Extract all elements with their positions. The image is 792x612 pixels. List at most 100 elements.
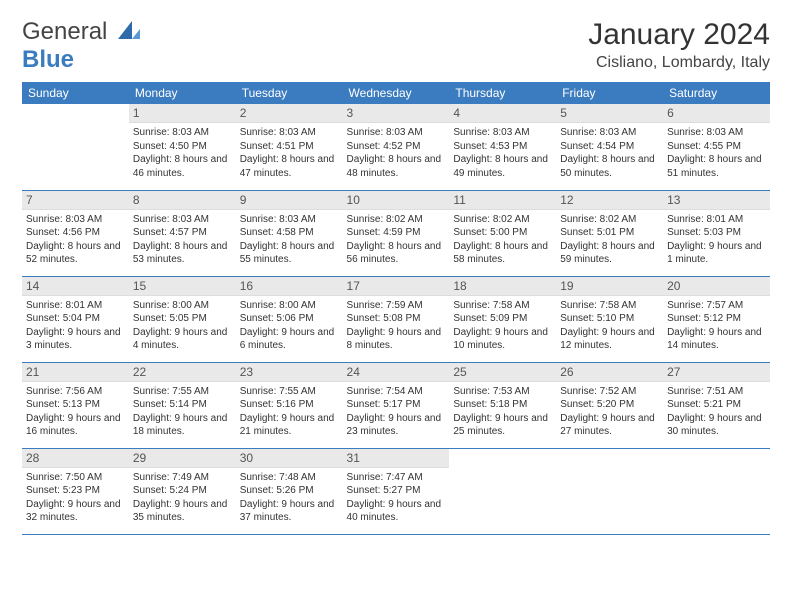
- brand-logo: General Blue: [22, 18, 140, 74]
- calendar-cell: [449, 448, 556, 534]
- calendar-cell: 13Sunrise: 8:01 AMSunset: 5:03 PMDayligh…: [663, 190, 770, 276]
- calendar-week-row: 28Sunrise: 7:50 AMSunset: 5:23 PMDayligh…: [22, 448, 770, 534]
- day-details: Sunrise: 8:00 AMSunset: 5:05 PMDaylight:…: [129, 296, 236, 357]
- header: General Blue January 2024 Cisliano, Lomb…: [22, 18, 770, 74]
- calendar-cell: 15Sunrise: 8:00 AMSunset: 5:05 PMDayligh…: [129, 276, 236, 362]
- calendar-cell: 27Sunrise: 7:51 AMSunset: 5:21 PMDayligh…: [663, 362, 770, 448]
- day-details: Sunrise: 8:03 AMSunset: 4:57 PMDaylight:…: [129, 210, 236, 271]
- calendar-cell: 9Sunrise: 8:03 AMSunset: 4:58 PMDaylight…: [236, 190, 343, 276]
- day-details: Sunrise: 8:02 AMSunset: 5:01 PMDaylight:…: [556, 210, 663, 271]
- day-details: Sunrise: 7:51 AMSunset: 5:21 PMDaylight:…: [663, 382, 770, 443]
- calendar-cell: [22, 104, 129, 190]
- weekday-header: Monday: [129, 82, 236, 104]
- sail-icon: [118, 21, 140, 39]
- day-details: Sunrise: 7:47 AMSunset: 5:27 PMDaylight:…: [343, 468, 450, 529]
- weekday-header: Sunday: [22, 82, 129, 104]
- day-details: Sunrise: 8:03 AMSunset: 4:58 PMDaylight:…: [236, 210, 343, 271]
- calendar-cell: 25Sunrise: 7:53 AMSunset: 5:18 PMDayligh…: [449, 362, 556, 448]
- day-details: Sunrise: 8:03 AMSunset: 4:50 PMDaylight:…: [129, 123, 236, 184]
- day-number: 18: [449, 277, 556, 296]
- day-number: 8: [129, 191, 236, 210]
- weekday-header: Thursday: [449, 82, 556, 104]
- day-number: 20: [663, 277, 770, 296]
- day-details: Sunrise: 8:02 AMSunset: 5:00 PMDaylight:…: [449, 210, 556, 271]
- day-number: 1: [129, 104, 236, 123]
- calendar-cell: 5Sunrise: 8:03 AMSunset: 4:54 PMDaylight…: [556, 104, 663, 190]
- calendar-cell: 29Sunrise: 7:49 AMSunset: 5:24 PMDayligh…: [129, 448, 236, 534]
- brand-part1: General: [22, 18, 107, 45]
- day-details: Sunrise: 8:03 AMSunset: 4:53 PMDaylight:…: [449, 123, 556, 184]
- calendar-week-row: 14Sunrise: 8:01 AMSunset: 5:04 PMDayligh…: [22, 276, 770, 362]
- day-details: Sunrise: 8:01 AMSunset: 5:03 PMDaylight:…: [663, 210, 770, 271]
- day-number: 12: [556, 191, 663, 210]
- calendar-cell: [556, 448, 663, 534]
- day-details: Sunrise: 7:52 AMSunset: 5:20 PMDaylight:…: [556, 382, 663, 443]
- weekday-header: Wednesday: [343, 82, 450, 104]
- location-text: Cisliano, Lombardy, Italy: [588, 54, 770, 72]
- weekday-row: SundayMondayTuesdayWednesdayThursdayFrid…: [22, 82, 770, 104]
- day-number: 23: [236, 363, 343, 382]
- day-number: 21: [22, 363, 129, 382]
- day-details: Sunrise: 7:57 AMSunset: 5:12 PMDaylight:…: [663, 296, 770, 357]
- calendar-cell: 11Sunrise: 8:02 AMSunset: 5:00 PMDayligh…: [449, 190, 556, 276]
- day-details: Sunrise: 8:02 AMSunset: 4:59 PMDaylight:…: [343, 210, 450, 271]
- day-number: 27: [663, 363, 770, 382]
- calendar-cell: 3Sunrise: 8:03 AMSunset: 4:52 PMDaylight…: [343, 104, 450, 190]
- day-number: 26: [556, 363, 663, 382]
- calendar-cell: 12Sunrise: 8:02 AMSunset: 5:01 PMDayligh…: [556, 190, 663, 276]
- day-details: Sunrise: 7:58 AMSunset: 5:10 PMDaylight:…: [556, 296, 663, 357]
- day-details: Sunrise: 7:55 AMSunset: 5:14 PMDaylight:…: [129, 382, 236, 443]
- day-number: 2: [236, 104, 343, 123]
- calendar-cell: 16Sunrise: 8:00 AMSunset: 5:06 PMDayligh…: [236, 276, 343, 362]
- brand-text: General Blue: [22, 18, 140, 74]
- day-number: 6: [663, 104, 770, 123]
- calendar-cell: 21Sunrise: 7:56 AMSunset: 5:13 PMDayligh…: [22, 362, 129, 448]
- calendar-cell: 4Sunrise: 8:03 AMSunset: 4:53 PMDaylight…: [449, 104, 556, 190]
- day-details: Sunrise: 7:49 AMSunset: 5:24 PMDaylight:…: [129, 468, 236, 529]
- day-details: Sunrise: 8:03 AMSunset: 4:52 PMDaylight:…: [343, 123, 450, 184]
- calendar-cell: 28Sunrise: 7:50 AMSunset: 5:23 PMDayligh…: [22, 448, 129, 534]
- day-number: 29: [129, 449, 236, 468]
- day-number: 4: [449, 104, 556, 123]
- day-number: 25: [449, 363, 556, 382]
- calendar-cell: 8Sunrise: 8:03 AMSunset: 4:57 PMDaylight…: [129, 190, 236, 276]
- day-number: 10: [343, 191, 450, 210]
- day-details: Sunrise: 8:03 AMSunset: 4:55 PMDaylight:…: [663, 123, 770, 184]
- day-details: Sunrise: 8:03 AMSunset: 4:54 PMDaylight:…: [556, 123, 663, 184]
- calendar-cell: 18Sunrise: 7:58 AMSunset: 5:09 PMDayligh…: [449, 276, 556, 362]
- weekday-header: Saturday: [663, 82, 770, 104]
- calendar-cell: 24Sunrise: 7:54 AMSunset: 5:17 PMDayligh…: [343, 362, 450, 448]
- calendar-cell: 22Sunrise: 7:55 AMSunset: 5:14 PMDayligh…: [129, 362, 236, 448]
- day-number: 13: [663, 191, 770, 210]
- title-block: January 2024 Cisliano, Lombardy, Italy: [588, 18, 770, 72]
- calendar-cell: 6Sunrise: 8:03 AMSunset: 4:55 PMDaylight…: [663, 104, 770, 190]
- day-details: Sunrise: 8:03 AMSunset: 4:56 PMDaylight:…: [22, 210, 129, 271]
- calendar-body: 1Sunrise: 8:03 AMSunset: 4:50 PMDaylight…: [22, 104, 770, 534]
- day-details: Sunrise: 7:56 AMSunset: 5:13 PMDaylight:…: [22, 382, 129, 443]
- calendar-cell: 7Sunrise: 8:03 AMSunset: 4:56 PMDaylight…: [22, 190, 129, 276]
- day-number: 19: [556, 277, 663, 296]
- calendar-table: SundayMondayTuesdayWednesdayThursdayFrid…: [22, 82, 770, 535]
- calendar-cell: 14Sunrise: 8:01 AMSunset: 5:04 PMDayligh…: [22, 276, 129, 362]
- calendar-week-row: 7Sunrise: 8:03 AMSunset: 4:56 PMDaylight…: [22, 190, 770, 276]
- day-number: 30: [236, 449, 343, 468]
- day-details: Sunrise: 7:53 AMSunset: 5:18 PMDaylight:…: [449, 382, 556, 443]
- calendar-week-row: 1Sunrise: 8:03 AMSunset: 4:50 PMDaylight…: [22, 104, 770, 190]
- day-number: 31: [343, 449, 450, 468]
- calendar-cell: 2Sunrise: 8:03 AMSunset: 4:51 PMDaylight…: [236, 104, 343, 190]
- day-number: 17: [343, 277, 450, 296]
- day-number: 14: [22, 277, 129, 296]
- day-details: Sunrise: 8:01 AMSunset: 5:04 PMDaylight:…: [22, 296, 129, 357]
- calendar-cell: 30Sunrise: 7:48 AMSunset: 5:26 PMDayligh…: [236, 448, 343, 534]
- calendar-cell: 10Sunrise: 8:02 AMSunset: 4:59 PMDayligh…: [343, 190, 450, 276]
- day-number: 24: [343, 363, 450, 382]
- day-details: Sunrise: 7:50 AMSunset: 5:23 PMDaylight:…: [22, 468, 129, 529]
- calendar-cell: 1Sunrise: 8:03 AMSunset: 4:50 PMDaylight…: [129, 104, 236, 190]
- day-number: 3: [343, 104, 450, 123]
- day-number: 9: [236, 191, 343, 210]
- calendar-cell: 17Sunrise: 7:59 AMSunset: 5:08 PMDayligh…: [343, 276, 450, 362]
- calendar-cell: [663, 448, 770, 534]
- day-details: Sunrise: 7:54 AMSunset: 5:17 PMDaylight:…: [343, 382, 450, 443]
- weekday-header: Friday: [556, 82, 663, 104]
- calendar-cell: 26Sunrise: 7:52 AMSunset: 5:20 PMDayligh…: [556, 362, 663, 448]
